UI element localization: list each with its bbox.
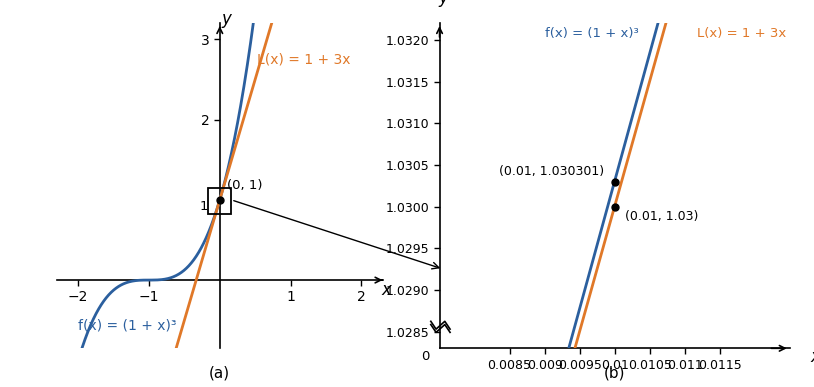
Text: (b): (b) [604, 366, 625, 380]
Text: f(x) = (1 + x)³: f(x) = (1 + x)³ [78, 319, 177, 333]
Text: x: x [811, 348, 814, 366]
Text: L(x) = 1 + 3x: L(x) = 1 + 3x [256, 52, 350, 66]
Text: (0.01, 1.03): (0.01, 1.03) [625, 209, 698, 223]
Text: 0: 0 [421, 350, 429, 363]
Text: (0, 1): (0, 1) [227, 179, 262, 192]
Text: L(x) = 1 + 3x: L(x) = 1 + 3x [697, 27, 786, 40]
Text: 1: 1 [200, 200, 208, 213]
Text: y: y [222, 10, 232, 28]
Text: f(x) = (1 + x)³: f(x) = (1 + x)³ [545, 27, 638, 40]
Text: x: x [381, 281, 391, 299]
Text: y: y [438, 0, 448, 7]
Text: (0.01, 1.030301): (0.01, 1.030301) [499, 165, 604, 178]
Text: (a): (a) [209, 366, 230, 380]
